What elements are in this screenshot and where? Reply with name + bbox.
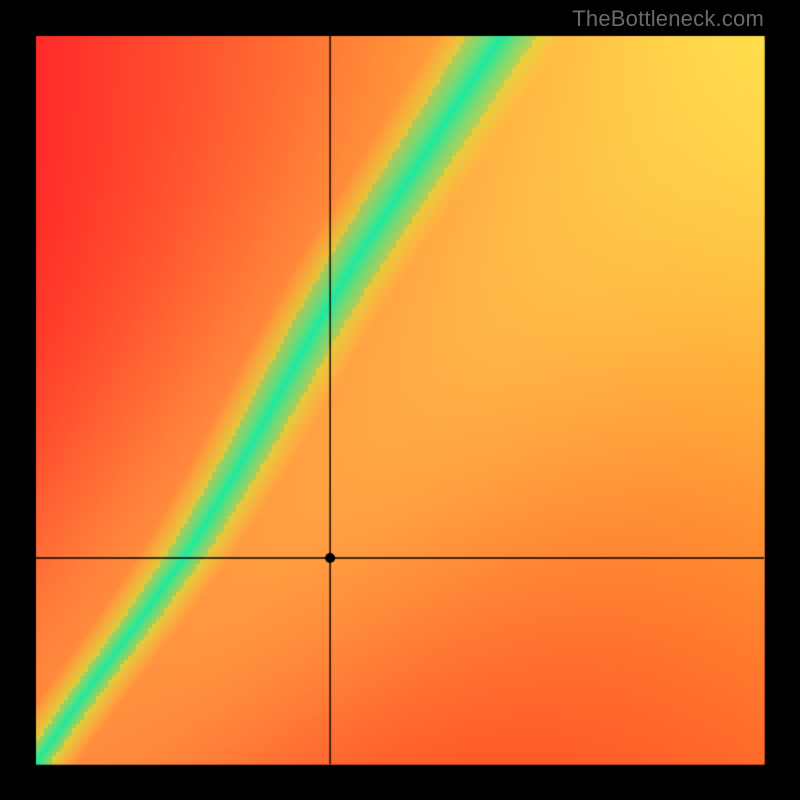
chart-container: TheBottleneck.com bbox=[0, 0, 800, 800]
bottleneck-heatmap bbox=[0, 0, 800, 800]
watermark-text: TheBottleneck.com bbox=[572, 6, 764, 32]
